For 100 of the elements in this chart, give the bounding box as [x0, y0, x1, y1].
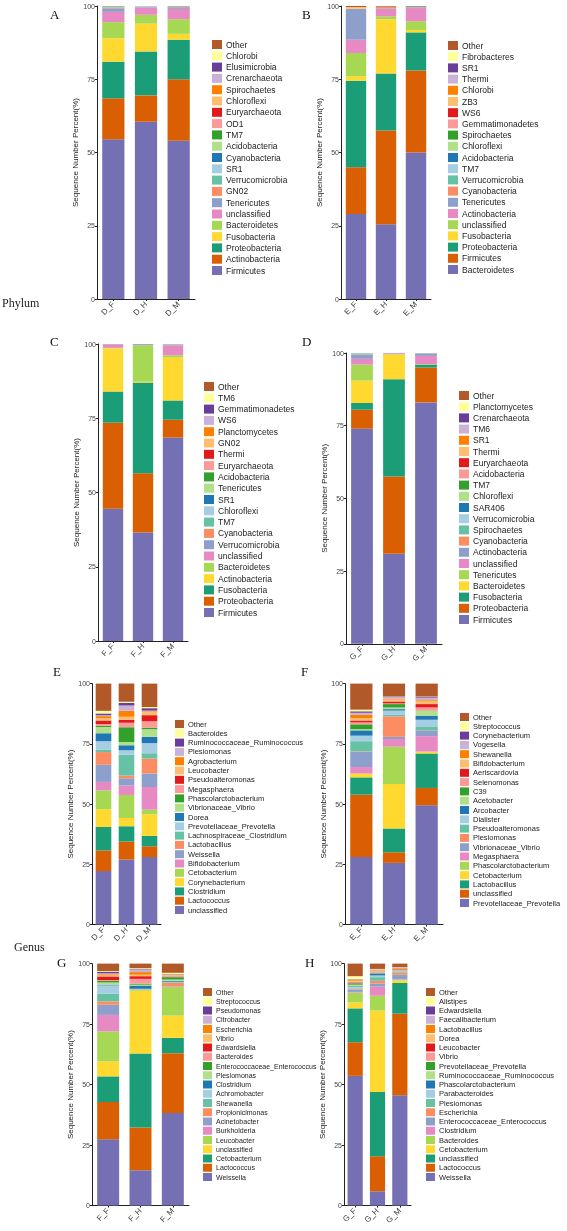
- legend-label: Actinobacteria: [226, 254, 281, 265]
- legend-label: Spirochaetes: [226, 84, 276, 95]
- legend-label: Chloroflexi: [462, 141, 503, 152]
- chart-title: F: [301, 664, 309, 679]
- legend-label: Proteobacteria: [226, 242, 282, 253]
- legend-label: Fusobacteria: [218, 584, 268, 595]
- y-axis-title: Sequence Number Percent(%): [70, 97, 80, 207]
- legend-label: Thermi: [218, 449, 245, 460]
- legend-label: Chloroflexi: [473, 491, 514, 502]
- legend-label: SAR406: [473, 502, 505, 513]
- legend-label: Spirochaetes: [462, 130, 512, 141]
- legend-label: Acidobacteria: [226, 141, 278, 152]
- y-axis-title: Sequence Number Percent(%): [319, 443, 329, 553]
- x-tick-label: F_F: [99, 641, 117, 659]
- legend-label: unclassified: [462, 219, 507, 230]
- legend-label: Proteobacteria: [218, 596, 274, 607]
- legend-label: Chlorobi: [462, 85, 494, 96]
- legend-label: GN02: [218, 438, 241, 448]
- legend-label: SR1: [226, 163, 243, 174]
- text: Phylum: [2, 296, 41, 310]
- y-axis-title: Sequence Number Percent(%): [314, 97, 324, 207]
- legend-label: Cyanobacteria: [218, 528, 274, 539]
- legend-label: Bacteroidetes: [462, 264, 514, 275]
- legend-label: Proteobacteria: [473, 603, 529, 614]
- legend-label: unclassified: [473, 558, 518, 569]
- x-tick-label: G_F: [347, 644, 366, 662]
- legend-label: Cyanobacteria: [462, 186, 518, 197]
- legend-label: Firmicutes: [226, 265, 266, 276]
- legend-label: Chlorobi: [226, 50, 258, 61]
- legend-label: Acidobacteria: [218, 471, 270, 482]
- legend-label: Bacteroidetes: [226, 220, 278, 231]
- chart-title: G: [57, 955, 67, 970]
- legend-label: TM7: [473, 480, 491, 491]
- legend-label: Actinobacteria: [462, 208, 517, 219]
- legend-label: Fusobacteria: [226, 231, 276, 242]
- legend-label: SR1: [473, 435, 490, 446]
- chart-title: A: [50, 7, 60, 22]
- legend-label: Actinobacteria: [473, 547, 528, 558]
- legend-label: Bacteroidetes: [218, 562, 270, 573]
- legend-label: Acidobacteria: [473, 468, 525, 479]
- legend-label: Crenarchaeota: [473, 412, 530, 423]
- legend-label: Gemmatimonadetes: [218, 404, 295, 415]
- legend-label: unclassified: [226, 209, 271, 219]
- chart-title: D: [302, 334, 312, 349]
- legend-label: Chloroflexi: [218, 505, 259, 516]
- legend-label: Fusobacteria: [473, 592, 523, 603]
- legend-label: Fibrobacteres: [462, 51, 514, 62]
- chart-title: H: [305, 955, 315, 970]
- legend-label: Tenericutes: [226, 197, 270, 208]
- legend-label: Gemmatimonadetes: [462, 118, 539, 129]
- legend-label: Other: [218, 381, 240, 392]
- legend-label: Other: [473, 390, 495, 401]
- chart-title: C: [50, 334, 59, 349]
- legend-label: TM6: [473, 424, 491, 435]
- y-axis-title: Sequence Number Percent(%): [318, 749, 328, 859]
- legend-label: Verrucomicrobia: [218, 539, 280, 550]
- legend-label: Tenericutes: [218, 483, 262, 494]
- y-axis-title: Sequence Number Percent(%): [65, 749, 75, 859]
- x-tick-label: G_F: [341, 1206, 359, 1224]
- legend-label: Verrucomicrobia: [473, 513, 535, 524]
- legend-label: Other: [226, 39, 248, 50]
- y-axis-title: Sequence Number Percent(%): [71, 437, 81, 547]
- legend-label: Euryarchaeota: [218, 460, 274, 471]
- legend-label: GN02: [226, 186, 249, 197]
- legend-label: Thermi: [473, 446, 500, 457]
- legend-label: Verrucomicrobia: [462, 174, 524, 185]
- legend-label: Other: [462, 40, 484, 51]
- legend-label: Tenericutes: [462, 197, 506, 208]
- legend-label: Tenericutes: [473, 569, 517, 580]
- legend-label: Verrucomicrobia: [226, 175, 288, 186]
- legend-label: Cyanobacteria: [473, 536, 529, 547]
- legend-label: Thermi: [462, 74, 489, 85]
- legend-label: Bacteroidetes: [473, 580, 525, 591]
- legend-label: Firmicutes: [218, 607, 258, 618]
- legend-label: ZB3: [462, 96, 478, 107]
- legend-label: Proteobacteria: [462, 242, 518, 253]
- legend-label: Crenarchaeota: [226, 73, 283, 84]
- legend-label: TM6: [218, 392, 236, 403]
- legend-label: Elusimicrobia: [226, 62, 277, 73]
- legend-label: Spirochaetes: [473, 524, 523, 535]
- legend-label: Planctomycetes: [473, 401, 533, 412]
- legend-label: Chloroflexi: [226, 96, 267, 106]
- y-axis-title: Sequence Number Percent(%): [65, 1029, 75, 1140]
- legend-label: WS6: [218, 415, 237, 426]
- legend-label: Euryarchaeota: [226, 107, 282, 118]
- legend-label: Euryarchaeota: [473, 457, 529, 468]
- legend-label: SR1: [218, 494, 235, 505]
- legend-label: Planctomycetes: [218, 426, 278, 437]
- chart-title: B: [302, 7, 311, 22]
- legend-label: WS6: [462, 107, 481, 118]
- y-axis-title: Sequence Number Percent(%): [317, 1029, 327, 1140]
- legend-label: OD1: [226, 118, 244, 129]
- x-tick-label: E_F: [347, 925, 365, 943]
- legend-label: Acidobacteria: [462, 152, 514, 163]
- legend-label: Fusobacteria: [462, 230, 512, 241]
- legend-label: unclassified: [218, 551, 263, 561]
- chart-title: E: [53, 664, 61, 679]
- text: Genus: [14, 940, 45, 954]
- legend-label: SR1: [462, 62, 479, 73]
- legend-label: Actinobacteria: [218, 573, 273, 584]
